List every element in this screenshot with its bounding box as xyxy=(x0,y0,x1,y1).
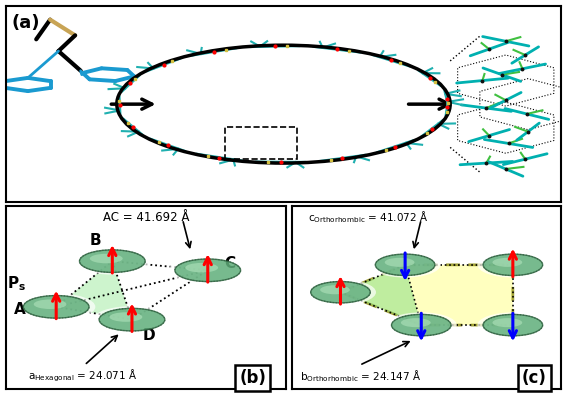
Text: (a): (a) xyxy=(11,14,40,32)
Ellipse shape xyxy=(375,254,435,275)
Ellipse shape xyxy=(385,258,414,267)
Polygon shape xyxy=(340,265,513,325)
Ellipse shape xyxy=(370,252,441,277)
Text: (c): (c) xyxy=(522,369,547,387)
Ellipse shape xyxy=(311,281,370,303)
Text: (b): (b) xyxy=(239,369,266,387)
Ellipse shape xyxy=(23,296,89,318)
Text: B: B xyxy=(90,233,101,248)
Text: A: A xyxy=(14,302,26,317)
Ellipse shape xyxy=(93,306,171,333)
Ellipse shape xyxy=(493,318,522,327)
Ellipse shape xyxy=(477,252,548,277)
Ellipse shape xyxy=(483,314,543,336)
Ellipse shape xyxy=(401,318,431,327)
Ellipse shape xyxy=(392,314,451,336)
Ellipse shape xyxy=(305,279,376,305)
Ellipse shape xyxy=(109,312,142,322)
Text: D: D xyxy=(142,328,155,343)
Ellipse shape xyxy=(175,259,240,281)
Ellipse shape xyxy=(185,263,218,272)
Ellipse shape xyxy=(90,254,122,263)
Ellipse shape xyxy=(493,258,522,267)
Ellipse shape xyxy=(168,257,247,284)
Ellipse shape xyxy=(73,248,151,275)
Ellipse shape xyxy=(79,250,145,272)
Text: AC = 41.692 Å: AC = 41.692 Å xyxy=(103,211,189,224)
Text: a$_{\mathregular{Hexagonal}}$ = 24.071 Å: a$_{\mathregular{Hexagonal}}$ = 24.071 Å xyxy=(28,368,138,384)
Ellipse shape xyxy=(99,309,165,331)
Text: C: C xyxy=(225,257,236,272)
Ellipse shape xyxy=(477,312,548,338)
Ellipse shape xyxy=(33,299,66,309)
Ellipse shape xyxy=(483,254,543,275)
Polygon shape xyxy=(340,265,421,325)
Ellipse shape xyxy=(386,312,457,338)
Ellipse shape xyxy=(320,285,350,294)
Text: c$_{\mathregular{Orthorhombic}}$ = 41.072 Å: c$_{\mathregular{Orthorhombic}}$ = 41.07… xyxy=(308,209,429,225)
Text: b$_{\mathregular{Orthorhombic}}$ = 24.147 Å: b$_{\mathregular{Orthorhombic}}$ = 24.14… xyxy=(300,368,421,384)
Text: $\mathbf{P_s}$: $\mathbf{P_s}$ xyxy=(7,275,27,293)
Ellipse shape xyxy=(17,294,95,320)
Polygon shape xyxy=(56,261,132,320)
Bar xyxy=(225,127,298,159)
